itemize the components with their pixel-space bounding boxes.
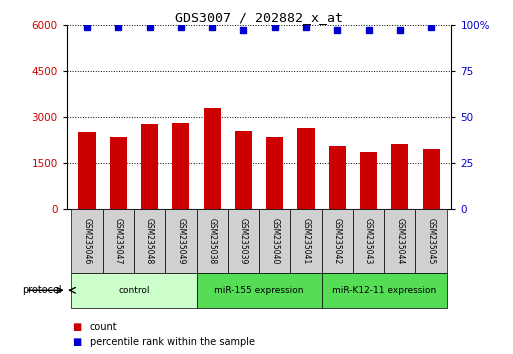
Text: miR-155 expression: miR-155 expression	[214, 286, 304, 295]
Bar	[423, 149, 440, 209]
FancyBboxPatch shape	[71, 209, 103, 273]
FancyBboxPatch shape	[196, 209, 228, 273]
FancyBboxPatch shape	[416, 209, 447, 273]
Text: count: count	[90, 322, 117, 332]
Bar	[329, 146, 346, 209]
Text: percentile rank within the sample: percentile rank within the sample	[90, 337, 255, 347]
Text: GSM235044: GSM235044	[396, 217, 404, 264]
Bar	[141, 125, 158, 209]
Bar	[172, 123, 189, 209]
FancyBboxPatch shape	[259, 209, 290, 273]
Bar	[110, 137, 127, 209]
FancyBboxPatch shape	[71, 273, 196, 308]
Bar	[298, 127, 314, 209]
Text: miR-K12-11 expression: miR-K12-11 expression	[332, 286, 437, 295]
FancyBboxPatch shape	[228, 209, 259, 273]
FancyBboxPatch shape	[134, 209, 165, 273]
Text: control: control	[118, 286, 150, 295]
Text: GSM235038: GSM235038	[208, 218, 216, 264]
FancyBboxPatch shape	[353, 209, 384, 273]
Text: GSM235049: GSM235049	[176, 217, 185, 264]
FancyBboxPatch shape	[165, 209, 196, 273]
Bar	[235, 131, 252, 209]
Text: GSM235041: GSM235041	[302, 218, 310, 264]
Text: GSM235043: GSM235043	[364, 217, 373, 264]
Text: GSM235045: GSM235045	[427, 217, 436, 264]
Text: ■: ■	[72, 322, 81, 332]
Text: GSM235048: GSM235048	[145, 218, 154, 264]
Bar	[360, 152, 377, 209]
Text: GSM235046: GSM235046	[83, 217, 91, 264]
Text: GSM235047: GSM235047	[114, 217, 123, 264]
Text: ■: ■	[72, 337, 81, 347]
Text: GSM235039: GSM235039	[239, 217, 248, 264]
FancyBboxPatch shape	[196, 273, 322, 308]
Text: GSM235042: GSM235042	[333, 218, 342, 264]
Text: GSM235040: GSM235040	[270, 217, 279, 264]
Title: GDS3007 / 202882_x_at: GDS3007 / 202882_x_at	[175, 11, 343, 24]
FancyBboxPatch shape	[290, 209, 322, 273]
Bar	[78, 132, 95, 209]
Bar	[204, 108, 221, 209]
Text: protocol: protocol	[22, 285, 62, 295]
FancyBboxPatch shape	[322, 273, 447, 308]
FancyBboxPatch shape	[103, 209, 134, 273]
Bar	[391, 144, 408, 209]
FancyBboxPatch shape	[322, 209, 353, 273]
FancyBboxPatch shape	[384, 209, 416, 273]
Bar	[266, 137, 283, 209]
